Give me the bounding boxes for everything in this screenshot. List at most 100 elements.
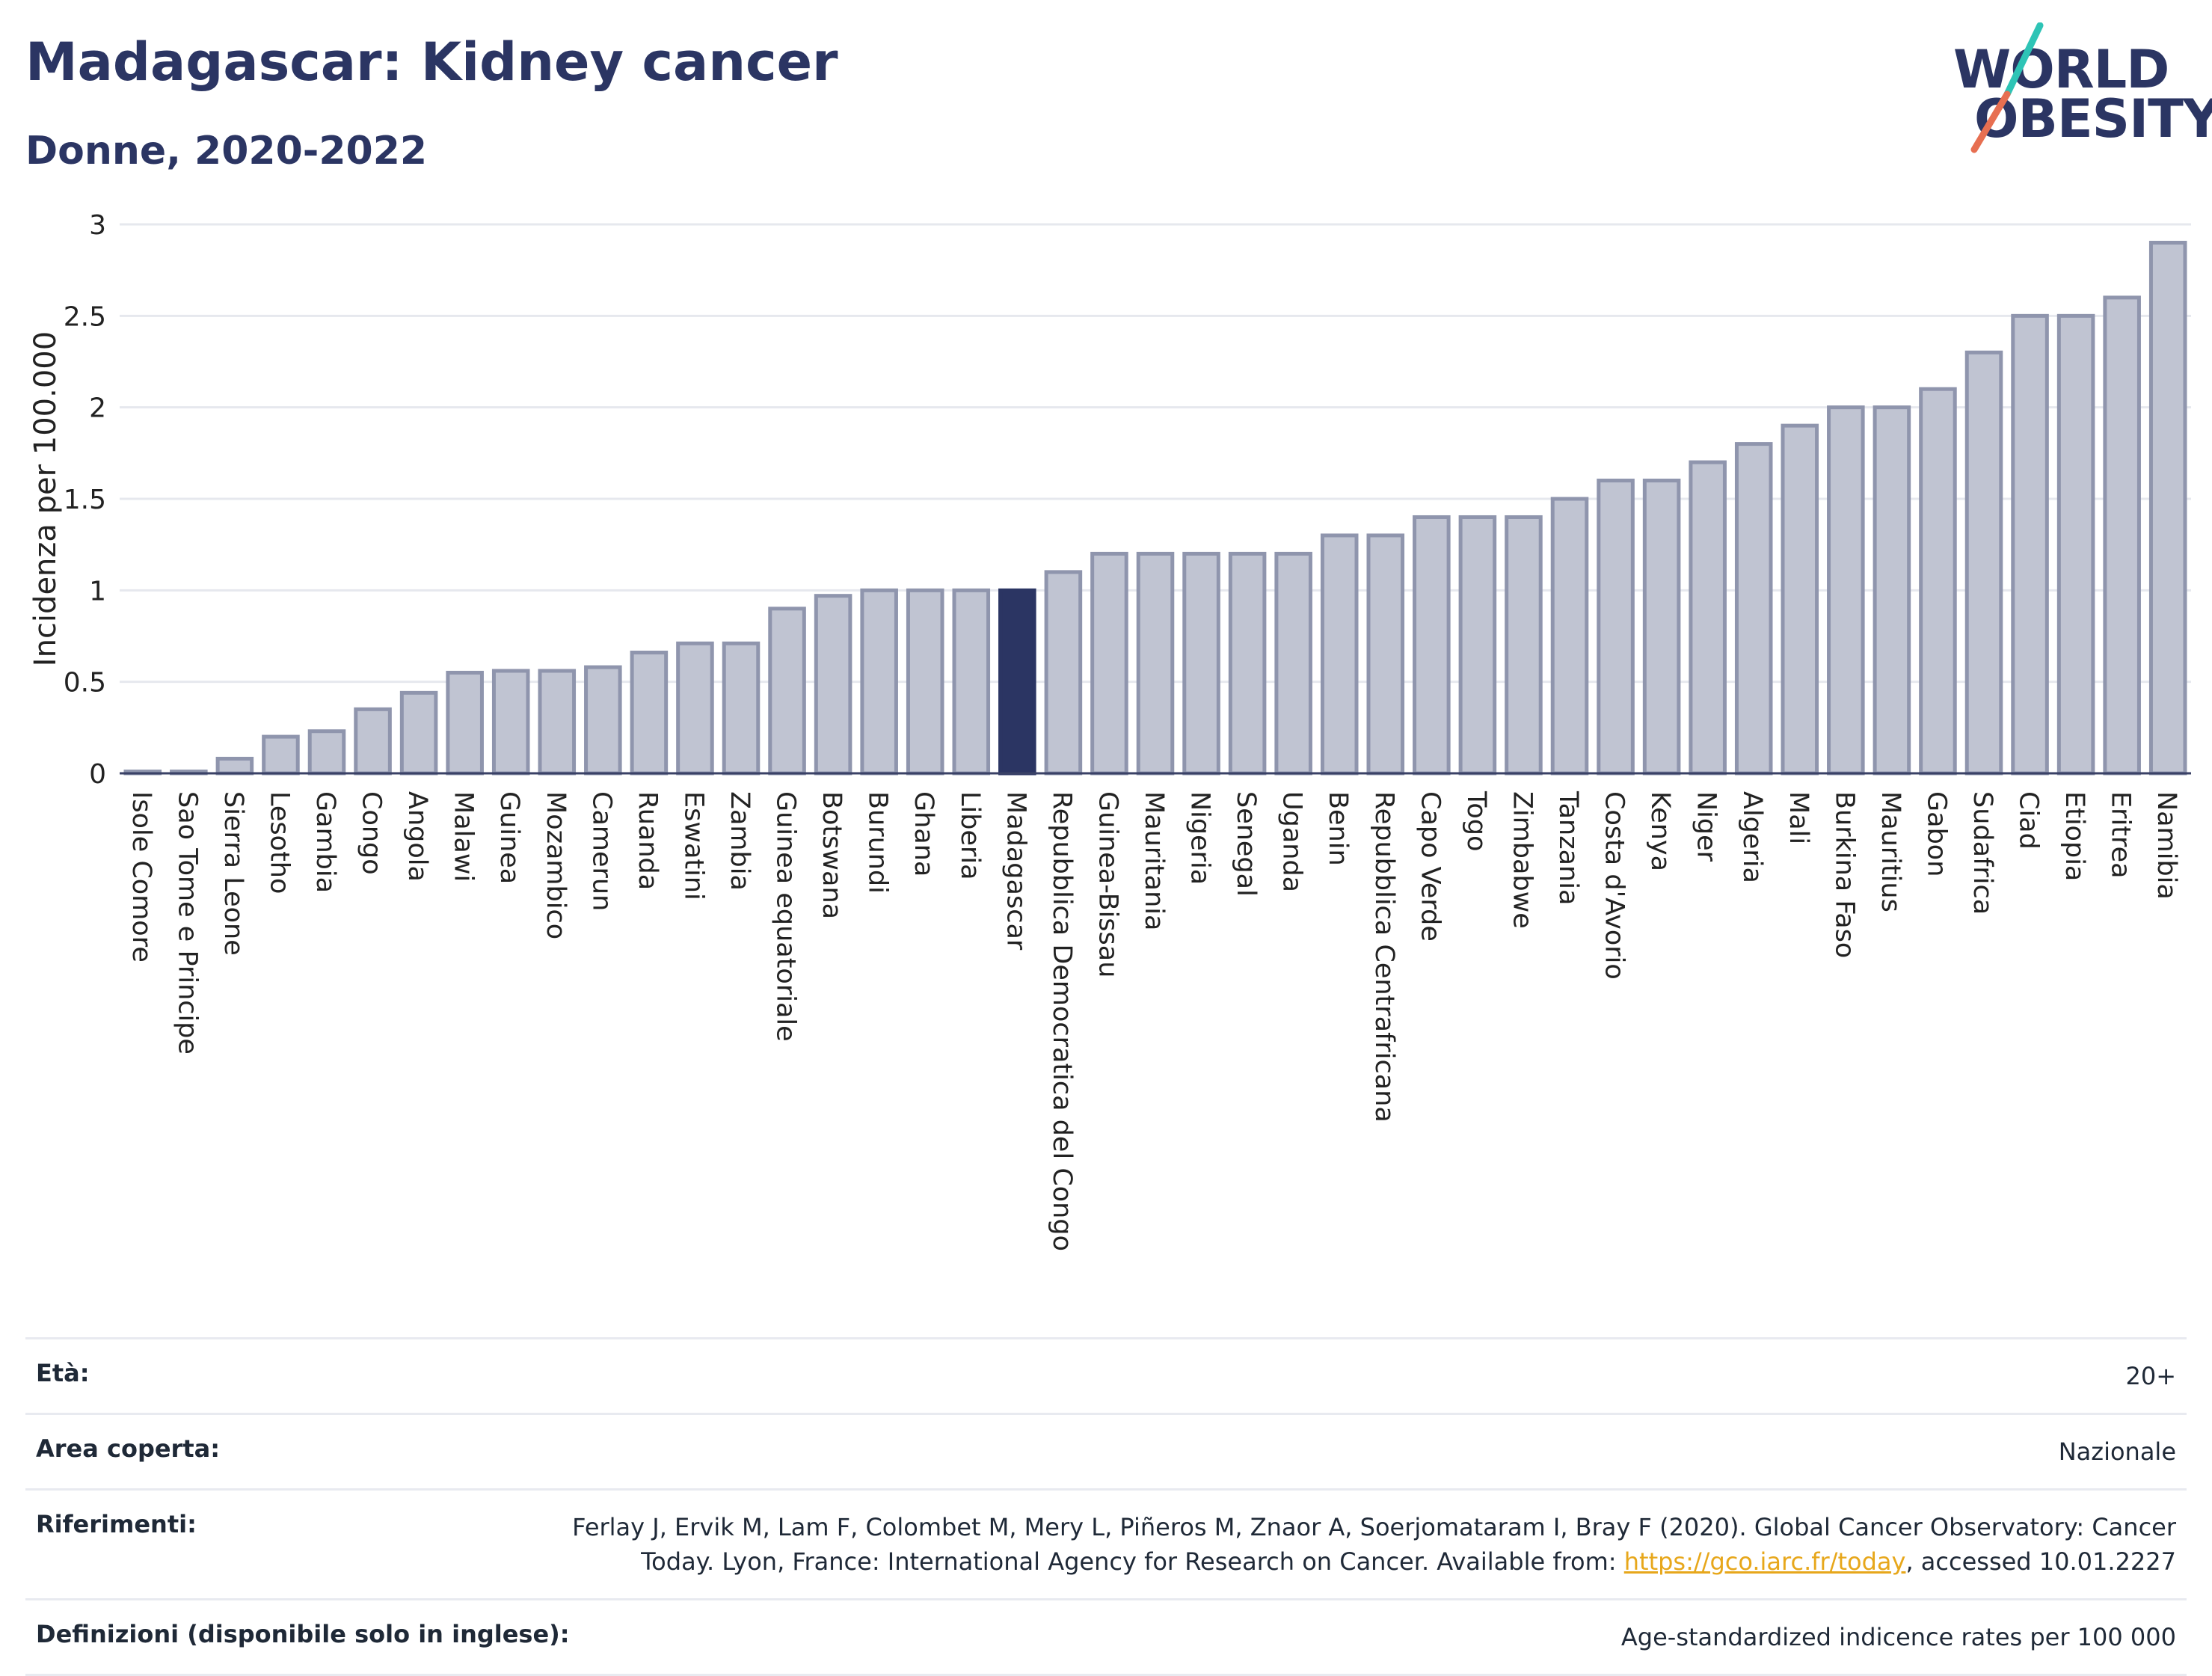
info-row-area: Area coperta: Nazionale bbox=[25, 1413, 2187, 1488]
x-tick-label: Camerun bbox=[586, 791, 616, 911]
x-tick-label: Ghana bbox=[909, 791, 938, 877]
bar bbox=[1458, 515, 1497, 776]
bar bbox=[722, 641, 761, 776]
references-value: Ferlay J, Ervik M, Lam F, Colombet M, Me… bbox=[572, 1510, 2176, 1579]
x-tick-label: Costa d'Avorio bbox=[1600, 791, 1629, 980]
page-subtitle: Donne, 2020-2022 bbox=[25, 129, 428, 174]
bar bbox=[860, 588, 898, 776]
bar bbox=[1689, 460, 1727, 776]
bar bbox=[2103, 295, 2141, 776]
bar bbox=[215, 756, 254, 776]
bar bbox=[1734, 442, 1773, 776]
info-table: Età: 20+ Area coperta: Nazionale Riferim… bbox=[25, 1337, 2187, 1676]
bar bbox=[1781, 423, 1819, 776]
bar bbox=[1090, 551, 1128, 776]
bar bbox=[584, 665, 622, 776]
bar bbox=[1550, 497, 1589, 776]
bar bbox=[538, 669, 577, 776]
area-value: Nazionale bbox=[2058, 1437, 2176, 1466]
bar bbox=[1228, 551, 1267, 776]
references-line-2: Today. Lyon, France: International Agenc… bbox=[641, 1547, 1624, 1576]
x-tick-label: Lesotho bbox=[264, 791, 294, 894]
bar bbox=[1872, 405, 1911, 776]
bar bbox=[768, 607, 806, 776]
references-link[interactable]: https://gco.iarc.fr/today bbox=[1623, 1547, 1906, 1576]
x-tick-label: Guinea-Bissau bbox=[1093, 791, 1122, 977]
bar bbox=[446, 670, 484, 776]
x-tick-label: Mauritius bbox=[1875, 791, 1905, 912]
x-tick-label: Kenya bbox=[1645, 791, 1675, 871]
bar bbox=[399, 690, 438, 776]
info-row-age: Età: 20+ bbox=[25, 1337, 2187, 1413]
x-tick-label: Burkina Faso bbox=[1829, 791, 1859, 958]
x-tick-label: Benin bbox=[1323, 791, 1353, 866]
x-tick-label: Botswana bbox=[817, 791, 847, 919]
bar bbox=[262, 734, 300, 776]
age-label: Età: bbox=[36, 1359, 90, 1387]
x-tick-label: Isole Comore bbox=[126, 791, 156, 963]
bar-chart: 0 0.5 1 1.5 2 2.5 3 Incidenza per 100.000 Isole … bbox=[28, 210, 2191, 1251]
logo-slash-icon bbox=[1970, 22, 2044, 153]
bar bbox=[1320, 533, 1359, 776]
x-tick-label: Algeria bbox=[1737, 791, 1767, 883]
logo-text-world: WORLD bbox=[1953, 39, 2169, 100]
x-tick-label: Ciad bbox=[2014, 791, 2044, 850]
y-tick-label: 0 bbox=[89, 759, 106, 790]
x-tick-label: Malawi bbox=[449, 791, 479, 882]
bar bbox=[307, 729, 346, 776]
info-row-references: Riferimenti: Ferlay J, Ervik M, Lam F, C… bbox=[25, 1488, 2187, 1598]
x-tick-label: Sierra Leone bbox=[218, 791, 248, 956]
bar bbox=[2011, 313, 2049, 776]
x-tick-label: Niger bbox=[1692, 791, 1721, 862]
x-tick-label: Sudafrica bbox=[1967, 791, 1997, 915]
x-tick-label: Madagascar bbox=[1001, 791, 1030, 951]
x-tick-label: Gambia bbox=[310, 791, 340, 893]
x-tick-label: Mali bbox=[1784, 791, 1813, 844]
y-tick-label: 0.5 bbox=[64, 668, 106, 699]
page-title: Madagascar: Kidney cancer bbox=[25, 31, 838, 93]
x-tick-label: Ruanda bbox=[633, 791, 663, 890]
x-tick-label: Liberia bbox=[955, 791, 985, 880]
area-label: Area coperta: bbox=[36, 1434, 221, 1463]
references-line-2-end: , accessed 10.01.2227 bbox=[1905, 1547, 2176, 1576]
x-tick-label: Uganda bbox=[1277, 791, 1307, 892]
x-tick-label: Zambia bbox=[725, 791, 755, 891]
references-line-1: Ferlay J, Ervik M, Lam F, Colombet M, Me… bbox=[572, 1513, 2176, 1541]
bar bbox=[354, 707, 392, 776]
bar bbox=[1274, 551, 1312, 776]
world-obesity-logo: WORLD OBESITY bbox=[1952, 22, 2212, 165]
x-tick-label: Togo bbox=[1461, 791, 1491, 851]
y-tick-label: 1 bbox=[89, 576, 106, 607]
x-tick-label: Nigeria bbox=[1185, 791, 1215, 885]
x-tick-label: Sao Tome e Principe bbox=[172, 791, 202, 1055]
x-tick-label: Capo Verde bbox=[1415, 791, 1445, 942]
definitions-value: Age-standardized indicence rates per 100… bbox=[1620, 1623, 2176, 1651]
x-tick-label: Gabon bbox=[1921, 791, 1951, 877]
bar bbox=[814, 594, 852, 776]
logo-slash-top bbox=[2003, 22, 2044, 98]
bar bbox=[1136, 551, 1175, 776]
y-tick-label: 2.5 bbox=[64, 301, 106, 332]
bar bbox=[1827, 405, 1865, 776]
x-tick-label: Burundi bbox=[863, 791, 893, 894]
references-label: Riferimenti: bbox=[36, 1510, 197, 1538]
bar bbox=[952, 588, 991, 776]
info-row-definitions: Definizioni (disponibile solo in inglese… bbox=[25, 1598, 2187, 1676]
x-tick-label: Senegal bbox=[1231, 791, 1261, 897]
bar bbox=[1642, 479, 1681, 776]
x-tick-label: Eswatini bbox=[678, 791, 708, 900]
bar bbox=[1597, 479, 1635, 776]
logo-text-obesity: OBESITY bbox=[1974, 88, 2212, 150]
x-tick-label: Eritrea bbox=[2106, 791, 2136, 879]
bar bbox=[2148, 240, 2187, 776]
bar bbox=[1044, 570, 1083, 776]
x-tick-label: Repubblica Democratica del Congo bbox=[1047, 791, 1077, 1251]
bar bbox=[2056, 313, 2095, 776]
bar bbox=[1919, 387, 1957, 776]
definitions-label: Definizioni (disponibile solo in inglese… bbox=[36, 1620, 570, 1648]
age-value: 20+ bbox=[2125, 1362, 2176, 1390]
bar bbox=[1505, 515, 1543, 776]
y-tick-label: 1.5 bbox=[64, 485, 106, 515]
x-tick-label: Repubblica Centrafricana bbox=[1369, 791, 1399, 1123]
bar bbox=[491, 669, 530, 776]
